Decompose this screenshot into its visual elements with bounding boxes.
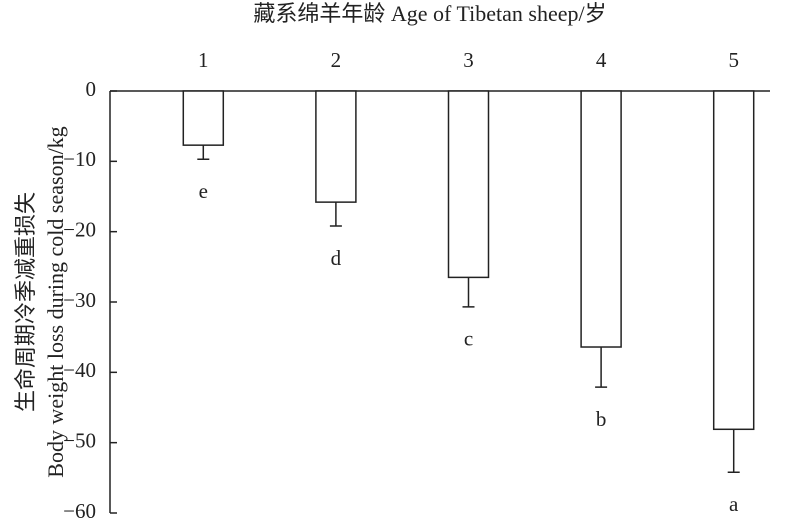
significance-label: d <box>331 246 342 270</box>
x-tick-label: 3 <box>463 48 474 72</box>
significance-label: e <box>199 179 208 203</box>
x-tick-label: 4 <box>596 48 607 72</box>
bar <box>712 90 755 431</box>
error-bar <box>727 429 740 473</box>
x-tick-label: 2 <box>331 48 342 72</box>
significance-label: b <box>596 407 607 431</box>
bar <box>315 90 357 203</box>
y-tick-label: −20 <box>63 217 96 241</box>
error-bar <box>329 202 342 227</box>
bar <box>580 90 622 348</box>
y-tick-label: 0 <box>86 77 97 101</box>
y-tick-label: −10 <box>63 147 96 171</box>
y-tick-label: −50 <box>63 428 96 452</box>
significance-label: c <box>464 327 473 351</box>
error-bar <box>462 277 475 308</box>
y-tick-label: −60 <box>63 499 96 522</box>
y-axis-title: 生命周期冷季减重损失 <box>13 192 38 412</box>
y-axis-title: Body weight loss during cold season/kg <box>43 126 68 477</box>
error-bar <box>197 145 210 160</box>
error-bar <box>595 347 608 388</box>
x-tick-label: 5 <box>728 48 739 72</box>
significance-label: a <box>729 492 739 516</box>
y-tick-label: −40 <box>63 358 96 382</box>
x-tick-label: 1 <box>198 48 209 72</box>
y-tick-label: −30 <box>63 288 96 312</box>
bar <box>447 90 490 279</box>
x-axis-title: 藏系绵羊年龄 Age of Tibetan sheep/岁 <box>253 1 606 26</box>
bar <box>182 90 225 146</box>
